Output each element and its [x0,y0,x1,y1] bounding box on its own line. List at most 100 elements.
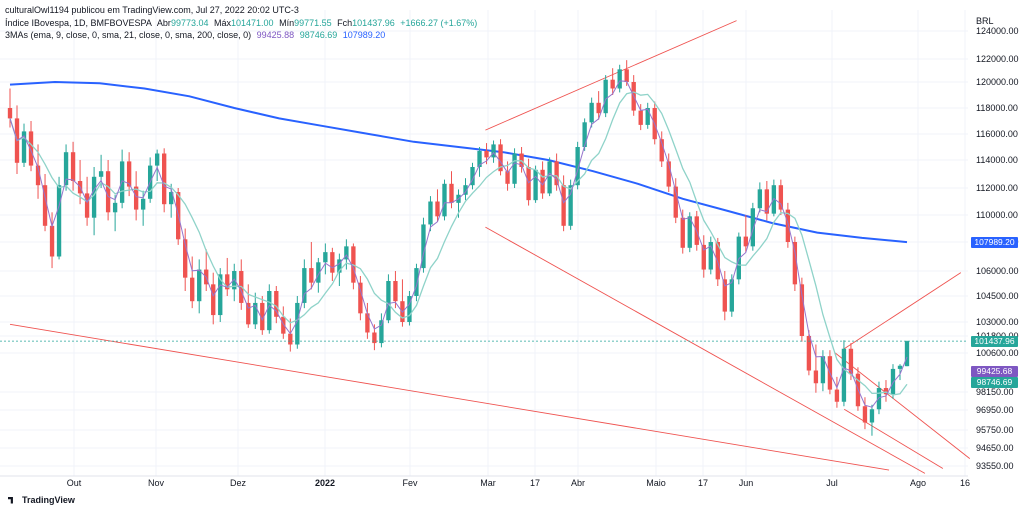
time-tick-label: Maio [646,478,666,488]
candle-body [505,171,510,184]
candle-body [757,189,763,209]
candle-body [477,150,482,167]
candle-body [316,262,321,283]
candle-body [253,302,258,325]
candle-body [603,79,608,114]
candle-body [722,279,727,312]
price-tick-label: 114000.00 [976,155,1018,165]
price-tick-label: 104500.00 [976,291,1019,301]
candle-body [112,202,118,213]
candle-body [498,144,503,172]
publish-info: culturalOwl1194 publicou em TradingView.… [5,5,299,15]
candle-body [526,167,531,201]
trendlines [9,20,971,474]
time-tick-label: Abr [571,478,585,488]
candle-body [876,388,882,410]
instrument-name: Índice IBovespa, 1D, BMFBOVESPA [5,18,152,28]
time-tick-label: 17 [530,478,540,488]
price-tick-label: 103000.00 [976,317,1019,327]
ma9-value: 99425.88 [256,30,295,40]
candle-body [365,313,370,333]
ma21-line [9,91,908,396]
candle-body [659,139,664,162]
time-tick-label: 16 [960,478,970,488]
trendline [9,323,890,471]
price-tag: 107989.20 [971,236,1018,248]
candle-body [309,268,314,283]
candle-body [35,165,41,186]
candle-body [554,161,559,186]
candle-body [435,201,440,217]
candle-body [267,291,272,331]
candle-body [133,186,139,210]
candle-body [161,153,167,205]
candle-body [414,268,419,296]
candle-body [792,242,798,285]
candle-body [638,110,643,125]
candle-body [848,348,854,374]
candle-body [708,242,713,270]
candle-body [260,302,265,331]
candle-body [785,209,791,242]
indicator-legend[interactable]: 3MAs (ema, 9, close, 0, sma, 21, close, … [5,29,388,41]
time-tick-label: Ago [910,478,926,488]
open-value: 99773.04 [170,18,209,28]
candle-body [820,356,826,384]
close-label: Fch [337,18,353,28]
candle-body [183,239,188,278]
candle-body [512,153,517,184]
candle-body [49,225,55,257]
trendline [485,20,737,131]
candle-body [484,150,489,158]
tradingview-icon [8,496,13,504]
candle-body [386,281,391,321]
candle-body [63,152,69,186]
ohlc-legend: Índice IBovespa, 1D, BMFBOVESPA Abr99773… [5,17,480,29]
candle-body [91,176,97,218]
candle-body [890,368,896,395]
price-tick-label: 94650.00 [976,443,1014,453]
candle-body [7,108,13,119]
price-tick-label: 93550.00 [976,461,1014,471]
candle-body [540,169,545,194]
tradingview-logo[interactable]: TradingView [8,495,75,505]
candle-body [610,79,615,89]
candle-body [126,161,132,187]
candle-body [715,242,720,280]
time-tick-label: Mar [480,478,496,488]
candle-body [470,167,475,186]
candle-body [246,302,251,325]
change-value: +1666.27 (+1.67%) [400,18,478,28]
candle-body [764,189,770,214]
candle-body [302,268,307,303]
candle-body [568,185,573,226]
ma200-value: 107989.20 [342,30,386,40]
candle-body [169,192,174,205]
candle-body [337,259,342,273]
candle-body [295,302,300,345]
candle-body [589,102,594,123]
candle-body [463,185,468,195]
candle-body [358,282,363,314]
ma21-value: 98746.69 [299,30,338,40]
candle-body [28,131,34,166]
candle-body [232,271,237,290]
time-tick-label: Jun [739,478,754,488]
open-label: Abr [156,18,171,28]
close-value: 101437.96 [352,18,395,28]
candle-body [288,333,293,345]
high-label: Máx [214,18,232,28]
candle-body [806,336,812,371]
candle-body [834,389,840,402]
candle-body [330,252,335,273]
candle-body [421,224,426,269]
candle-body [344,246,349,260]
price-tick-label: 120000.00 [976,77,1019,87]
candle-body [281,316,286,334]
time-axis: Out Nov Dez 2022 Fev Mar 17 Abr Maio 17 Jun Jul Ago 1… [0,475,970,488]
price-tag: 101437.96 [971,335,1018,347]
candle-body [624,69,629,82]
time-tick-label: Nov [148,478,165,488]
candle-body [154,153,160,166]
